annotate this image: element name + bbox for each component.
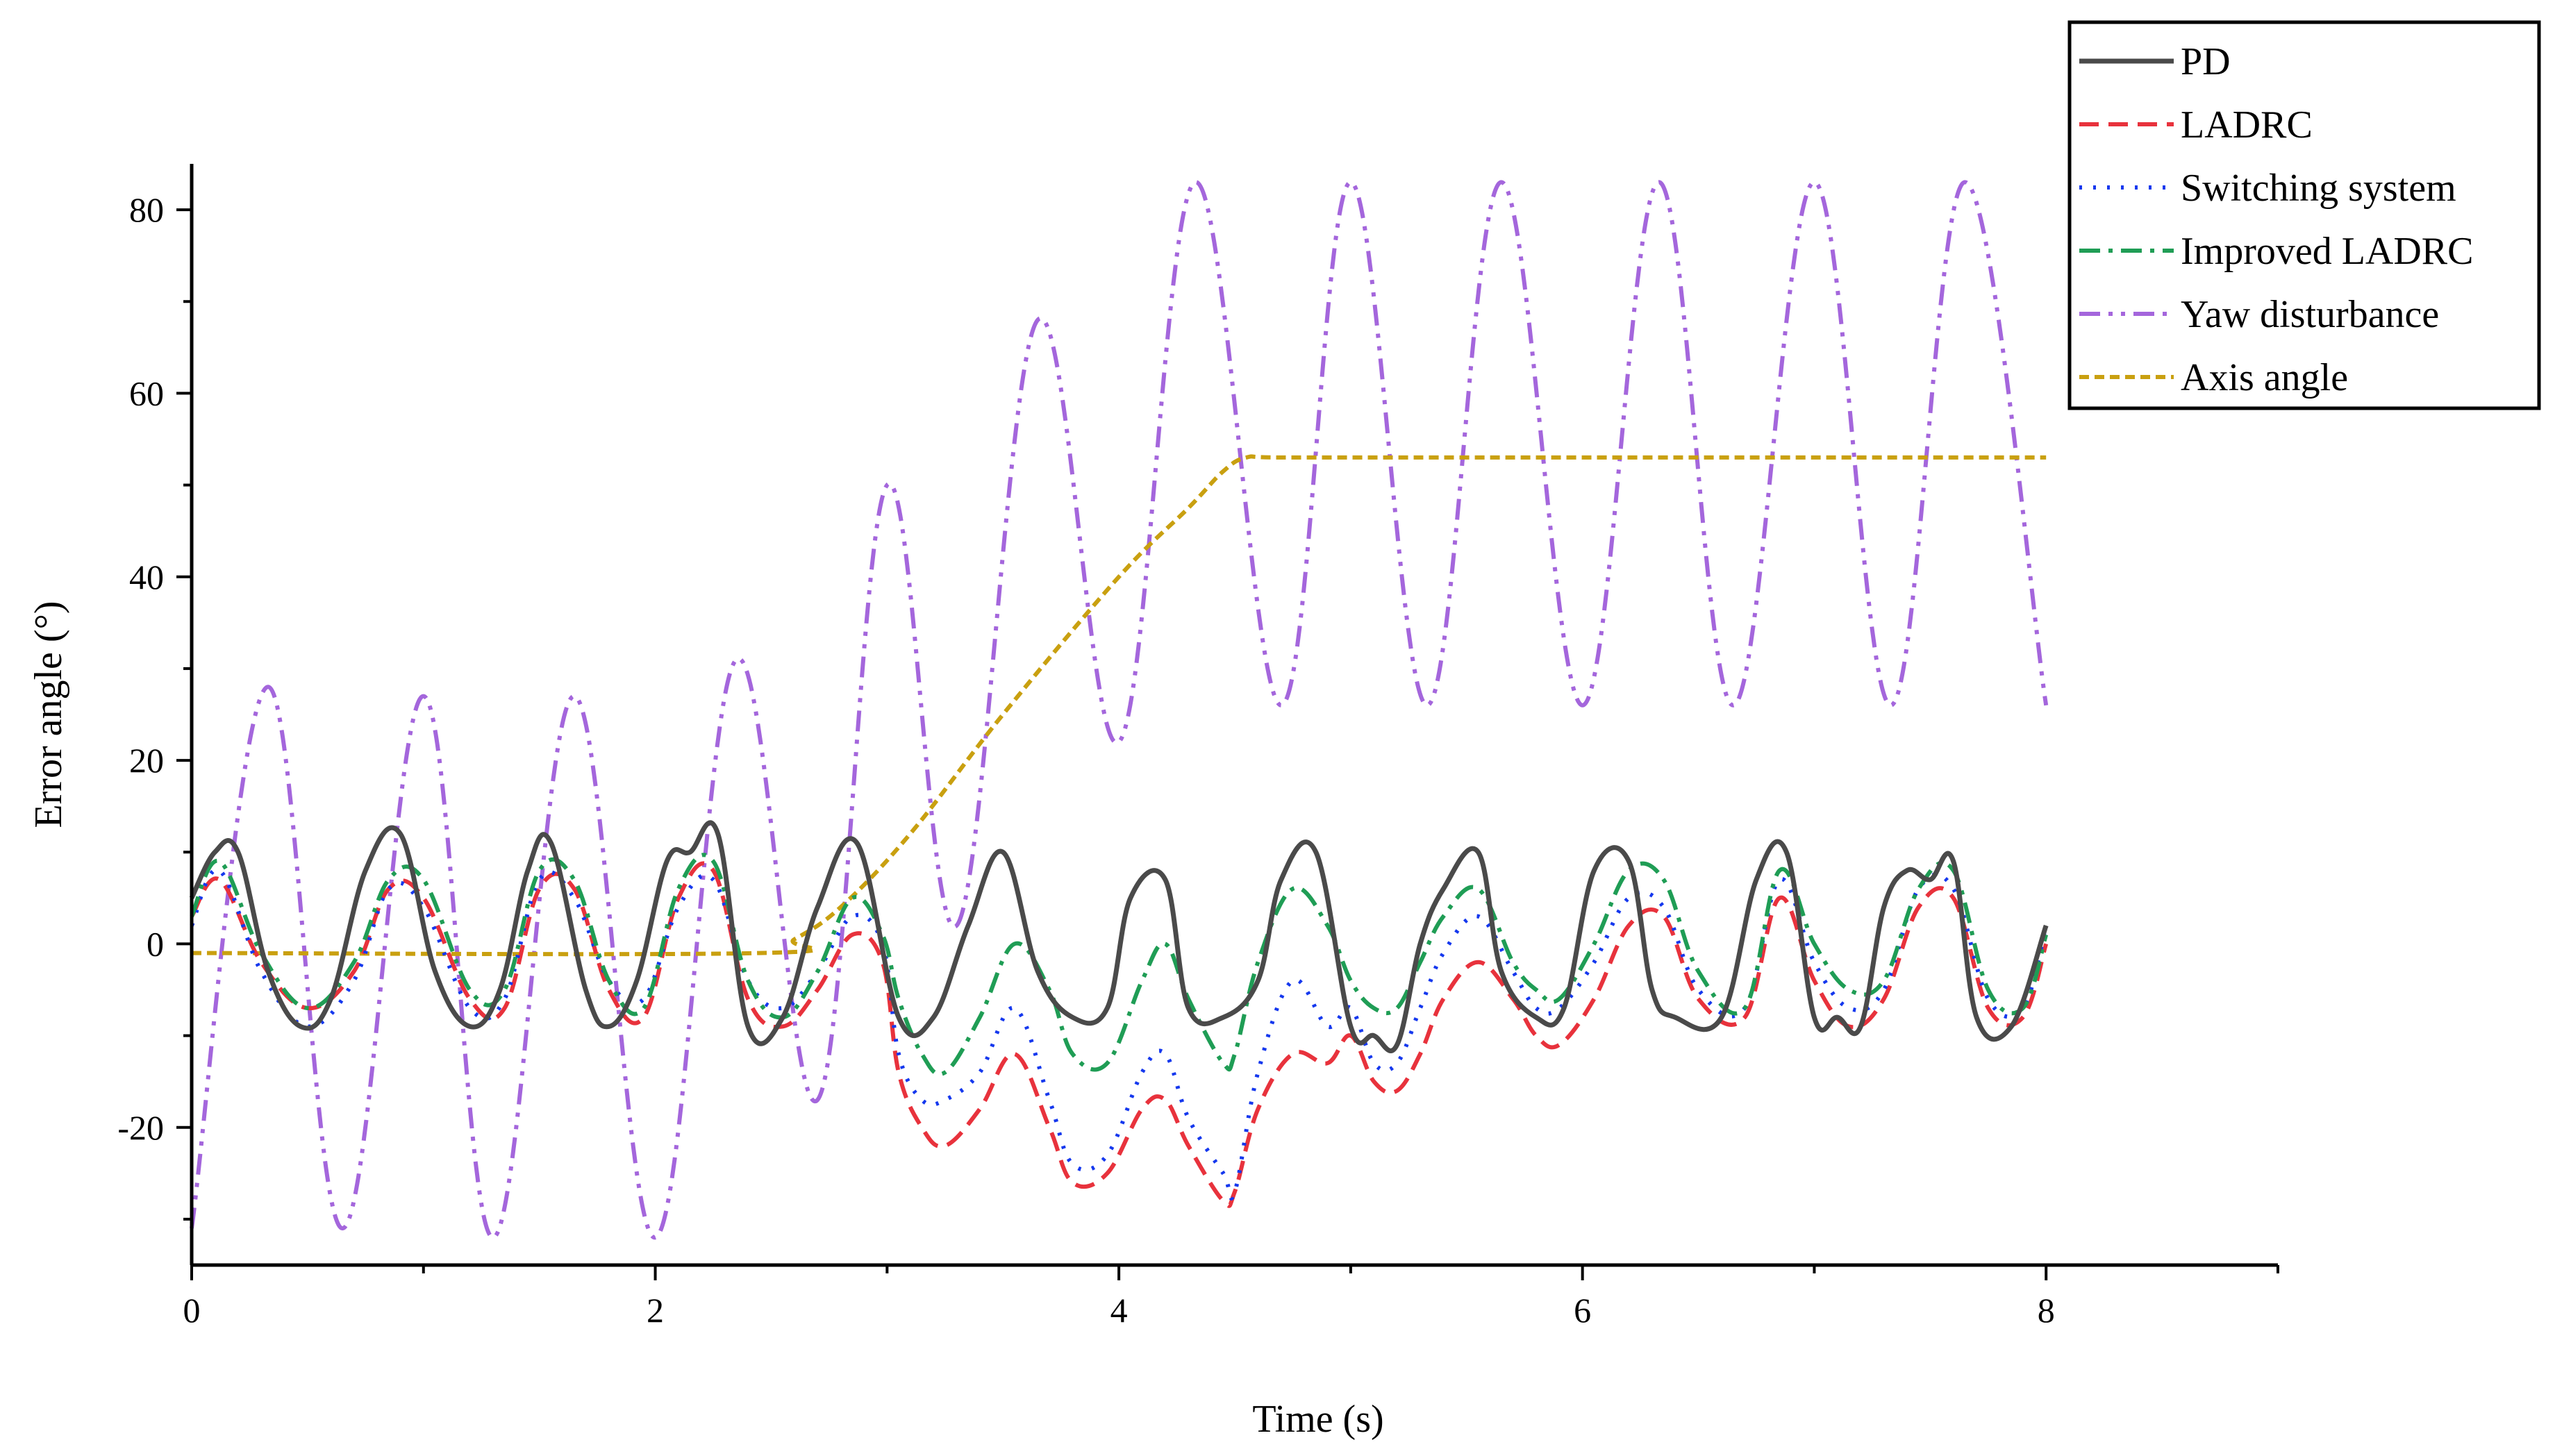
series-line-axis-angle bbox=[191, 454, 2047, 957]
x-tick-label: 8 bbox=[2038, 1291, 2055, 1330]
series-line-pd bbox=[189, 820, 2049, 1053]
legend-label: LADRC bbox=[2181, 103, 2313, 147]
series-line-switching-system bbox=[190, 867, 2049, 1200]
legend-label: Yaw disturbance bbox=[2181, 293, 2439, 336]
y-tick-label: 60 bbox=[129, 374, 164, 412]
series-line-yaw-disturbance bbox=[190, 180, 2049, 1240]
y-tick-label: -20 bbox=[117, 1108, 164, 1147]
x-tick-label: 0 bbox=[183, 1291, 201, 1330]
y-tick-label: 0 bbox=[147, 924, 164, 963]
y-axis-title: Error angle (°) bbox=[27, 601, 70, 828]
x-axis-title: Time (s) bbox=[1252, 1398, 1383, 1441]
y-tick-label: 20 bbox=[129, 741, 164, 780]
ticks-layer: 0 2 4 6 8 -20 0 20 40 60 80 bbox=[117, 190, 2279, 1330]
series-layer bbox=[189, 180, 2049, 1240]
legend-box bbox=[2067, 20, 2541, 410]
legend-label: Switching system bbox=[2181, 167, 2456, 210]
y-tick-label: 40 bbox=[129, 558, 164, 596]
legend-items: PD LADRC Switching system Improved LADRC Yaw… bbox=[2079, 40, 2474, 399]
x-tick-label: 4 bbox=[1110, 1291, 1128, 1330]
y-tick-label: 80 bbox=[129, 190, 164, 229]
series-line-ladrc bbox=[190, 861, 2049, 1208]
legend-label: Axis angle bbox=[2181, 356, 2348, 399]
legend: PD LADRC Switching system Improved LADRC Yaw… bbox=[2067, 20, 2541, 410]
legend-label: Improved LADRC bbox=[2181, 230, 2474, 273]
x-tick-label: 2 bbox=[647, 1291, 664, 1330]
legend-label: PD bbox=[2181, 40, 2231, 83]
x-tick-label: 6 bbox=[1574, 1291, 1591, 1330]
